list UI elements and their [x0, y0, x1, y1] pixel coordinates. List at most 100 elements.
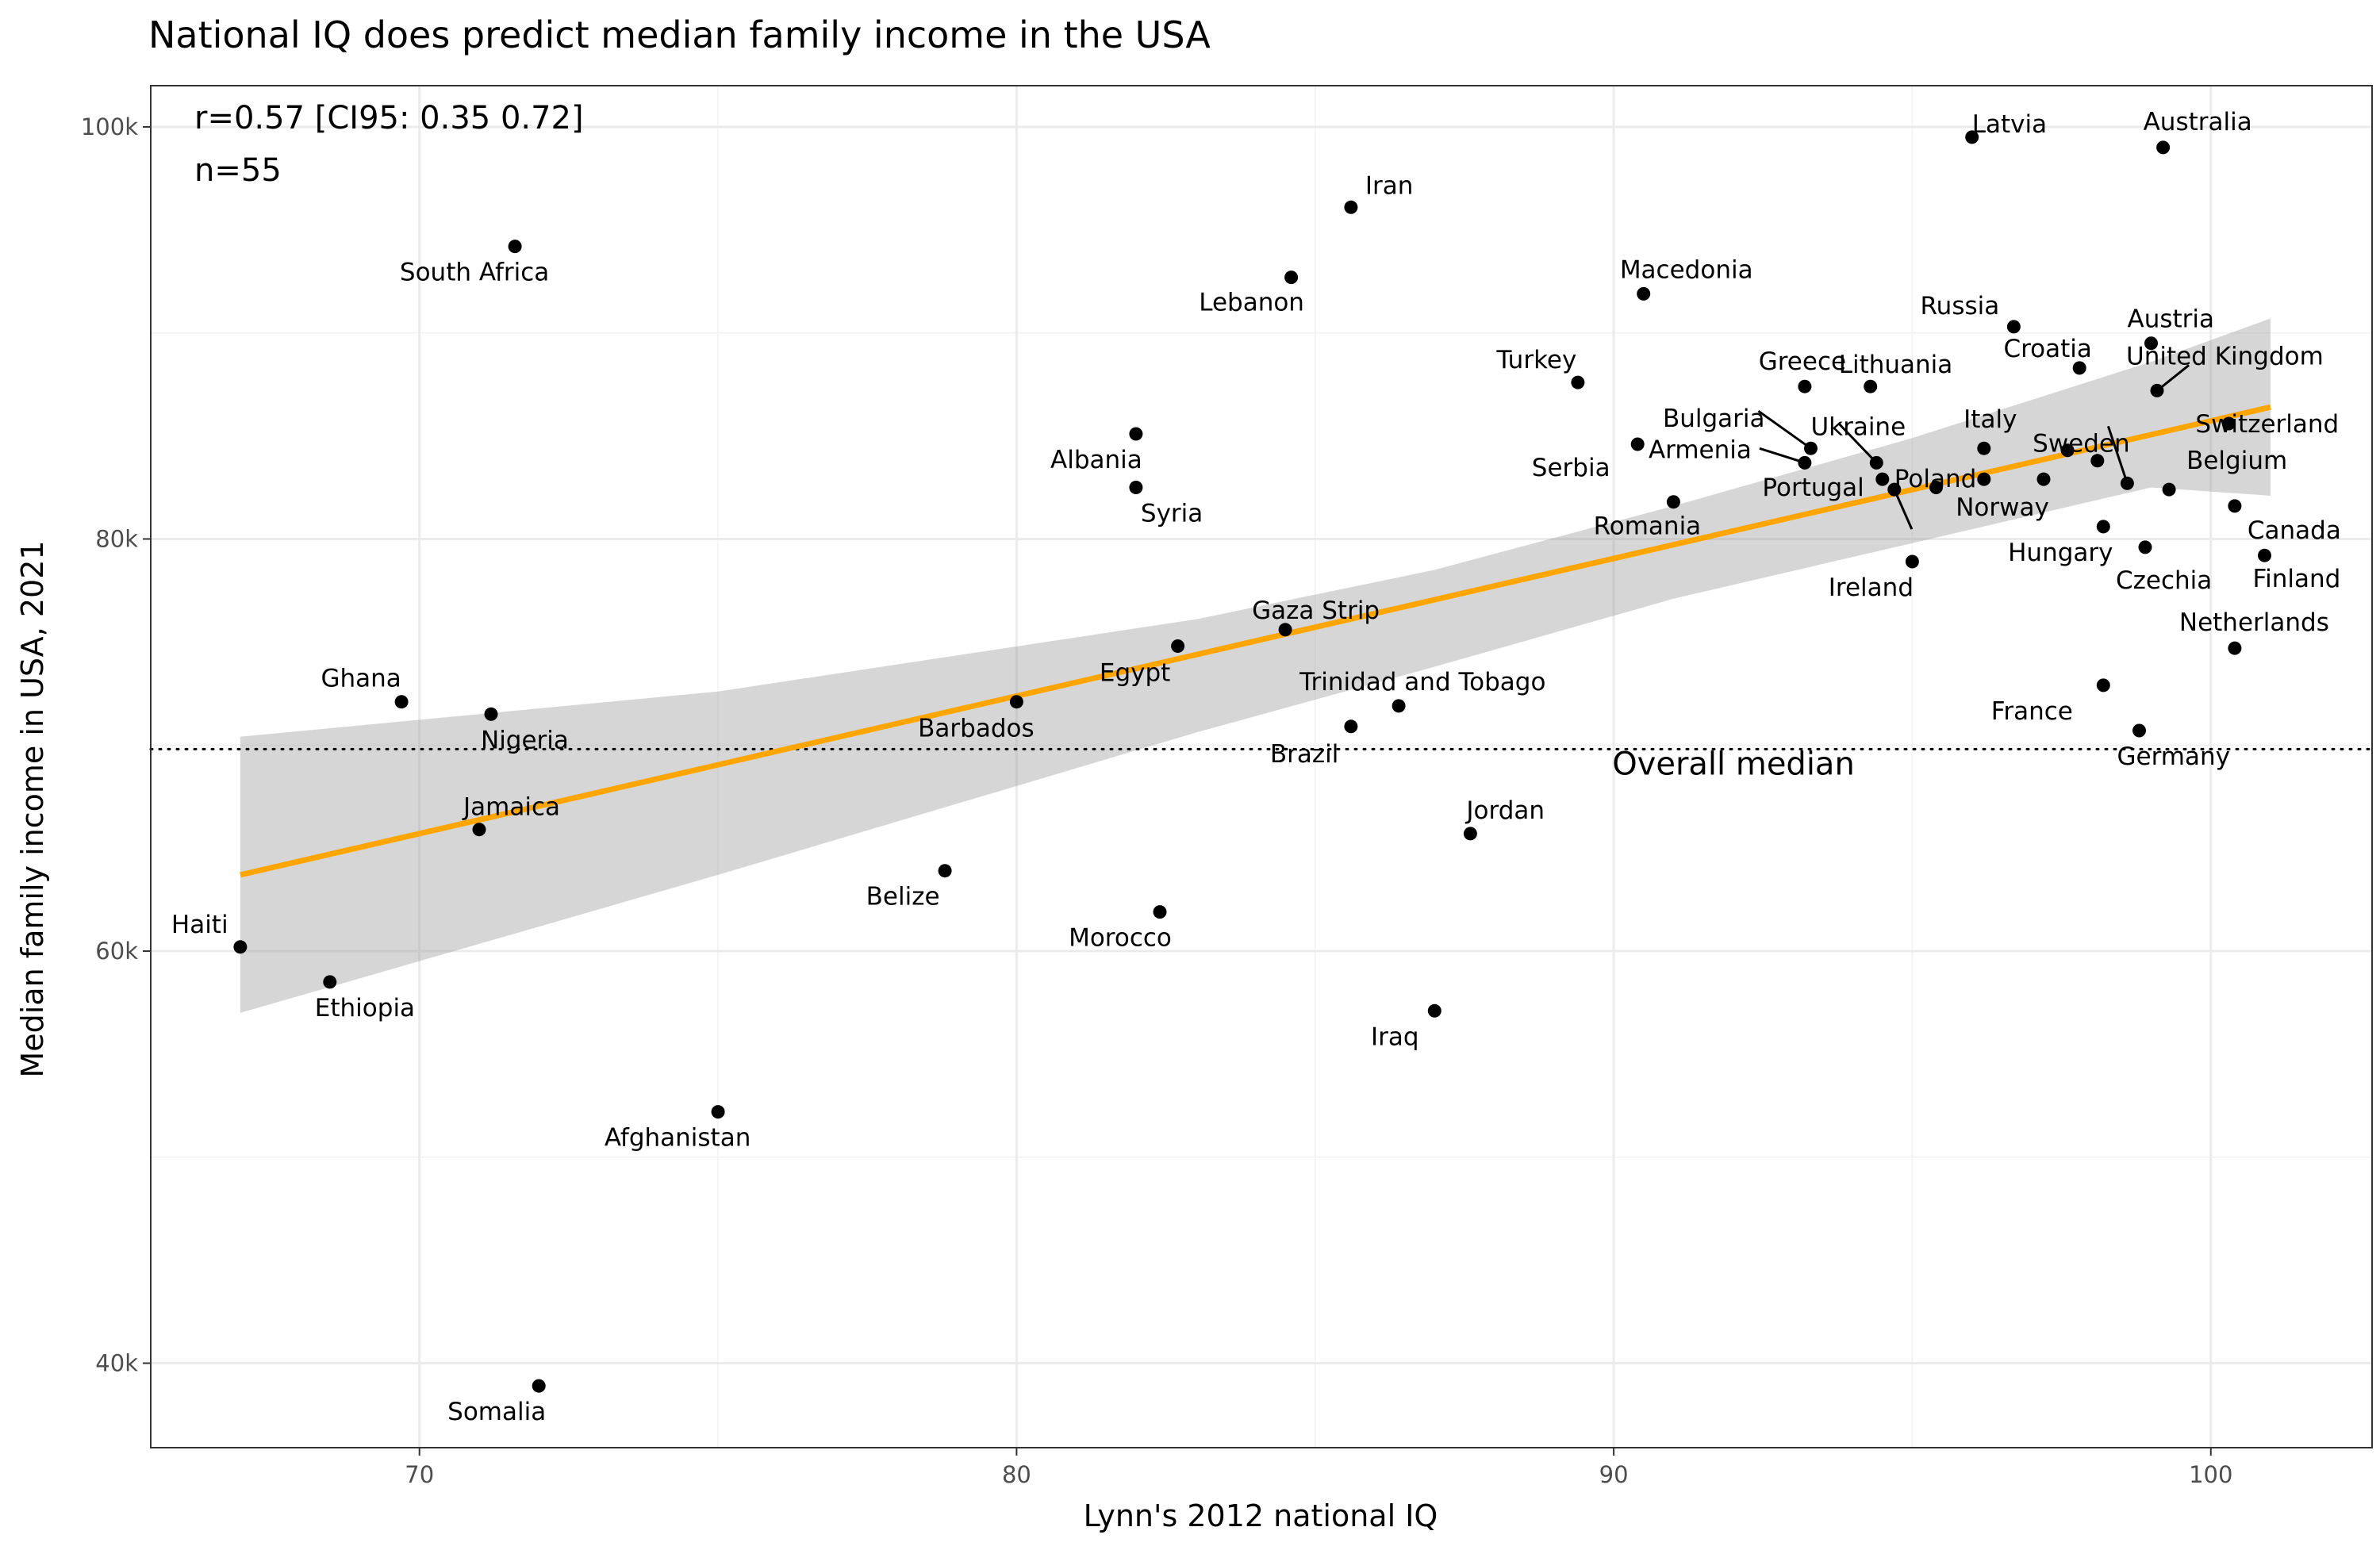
- y-tick-label: 80k: [95, 525, 138, 552]
- point-label-nigeria: Nigeria: [481, 726, 569, 754]
- point-labels: Latvia Australia Iran South Africa Lebanon Ma…: [171, 108, 2341, 1426]
- point-sweden: [2120, 476, 2134, 490]
- point-barbados: [1009, 695, 1023, 709]
- point-label-australia: Australia: [2144, 108, 2252, 136]
- point-brazil: [1344, 719, 1358, 734]
- point-unlabeled-3: [1929, 481, 1943, 494]
- point-italy: [1977, 441, 1991, 455]
- point-gaza-strip: [1278, 623, 1292, 637]
- major-gridlines: [151, 86, 2372, 1448]
- point-lebanon: [1284, 270, 1299, 285]
- point-label-south-africa: South Africa: [400, 259, 549, 287]
- point-morocco: [1153, 905, 1167, 919]
- point-serbia: [1630, 437, 1645, 451]
- point-ukraine: [1869, 455, 1883, 470]
- point-australia: [2156, 140, 2171, 155]
- point-label-romania: Romania: [1594, 512, 1702, 541]
- point-label-poland: Poland: [1894, 465, 1977, 493]
- point-label-russia: Russia: [1921, 292, 2000, 320]
- x-tick-label: 90: [1599, 1461, 1629, 1488]
- label-leader-lines: [1757, 364, 2190, 530]
- point-greece: [1798, 379, 1812, 393]
- x-axis-ticks: 70 80 90 100: [405, 1448, 2232, 1488]
- point-ireland: [1905, 554, 1919, 569]
- point-label-lithuania: Lithuania: [1839, 351, 1953, 379]
- point-label-bulgaria: Bulgaria: [1663, 405, 1765, 433]
- point-afghanistan: [711, 1105, 725, 1119]
- point-unlabeled-4: [1977, 472, 1991, 486]
- median-reference-label: Overall median: [1612, 746, 1855, 782]
- point-nigeria: [484, 707, 498, 721]
- point-jamaica: [472, 823, 486, 837]
- point-lithuania: [1864, 379, 1878, 393]
- point-netherlands: [2228, 641, 2242, 655]
- point-label-hungary: Hungary: [2008, 539, 2113, 567]
- sample-size-annotation: n=55: [194, 152, 282, 189]
- point-bulgaria: [1804, 441, 1818, 455]
- point-austria: [2144, 336, 2158, 351]
- point-armenia: [1798, 455, 1812, 470]
- point-canada: [2228, 499, 2242, 513]
- point-label-sweden: Sweden: [2033, 429, 2130, 458]
- point-iraq: [1427, 1003, 1441, 1018]
- chart-title: National IQ does predict median family i…: [148, 13, 1211, 56]
- point-label-germany: Germany: [2117, 742, 2230, 771]
- point-somalia: [532, 1379, 546, 1393]
- point-norway: [2036, 472, 2051, 486]
- confidence-band-area: [240, 318, 2271, 1013]
- y-tick-label: 100k: [81, 113, 138, 140]
- point-label-finland: Finland: [2253, 565, 2341, 593]
- leader-line-portugal: [1893, 489, 1914, 530]
- correlation-annotation: r=0.57 [CI95: 0.35 0.72]: [194, 100, 584, 136]
- point-belgium: [2162, 482, 2176, 497]
- point-label-jamaica: Jamaica: [462, 793, 560, 822]
- point-france: [2096, 678, 2110, 693]
- point-russia: [2006, 320, 2021, 334]
- point-macedonia: [1637, 286, 1651, 301]
- point-ghana: [394, 695, 409, 709]
- point-label-trinidad-and-tobago: Trinidad and Tobago: [1299, 668, 1545, 696]
- point-label-lebanon: Lebanon: [1199, 289, 1304, 317]
- point-label-belgium: Belgium: [2186, 447, 2287, 475]
- point-label-haiti: Haiti: [171, 911, 228, 939]
- point-croatia: [2072, 361, 2086, 375]
- x-tick-label: 80: [1002, 1461, 1031, 1488]
- point-label-netherlands: Netherlands: [2179, 608, 2329, 637]
- y-tick-label: 40k: [95, 1349, 138, 1376]
- point-label-ghana: Ghana: [321, 665, 401, 693]
- point-label-italy: Italy: [1964, 405, 2017, 434]
- point-switzerland: [2221, 416, 2236, 431]
- minor-gridlines: [151, 86, 2372, 1448]
- point-label-switzerland: Switzerland: [2195, 410, 2339, 439]
- point-label-afghanistan: Afghanistan: [605, 1124, 751, 1153]
- point-label-canada: Canada: [2248, 516, 2341, 545]
- point-label-ireland: Ireland: [1829, 574, 1914, 602]
- point-label-albania: Albania: [1050, 446, 1142, 474]
- point-label-barbados: Barbados: [918, 715, 1034, 743]
- point-albania: [1129, 427, 1143, 441]
- y-axis-title: Median family income in USA, 2021: [15, 540, 50, 1077]
- point-label-france: France: [1991, 697, 2073, 726]
- leader-line-ukraine: [1837, 422, 1878, 464]
- point-label-croatia: Croatia: [2003, 335, 2091, 363]
- point-unlabeled-2: [2090, 454, 2105, 468]
- x-tick-label: 100: [2189, 1461, 2232, 1488]
- point-germany: [2132, 723, 2146, 738]
- point-label-armenia: Armenia: [1649, 435, 1752, 464]
- data-points: [233, 130, 2271, 1393]
- point-label-iraq: Iraq: [1371, 1022, 1419, 1051]
- plot-panel-border: [150, 85, 2373, 1448]
- point-jordan: [1463, 827, 1477, 841]
- x-tick-label: 70: [405, 1461, 434, 1488]
- point-label-united-kingdom: United Kingdom: [2126, 342, 2324, 370]
- point-unlabeled-1: [2060, 443, 2075, 458]
- leader-line-armenia: [1759, 447, 1806, 464]
- point-label-syria: Syria: [1141, 500, 1203, 528]
- point-czechia: [2138, 540, 2152, 554]
- point-turkey: [1571, 375, 1585, 389]
- point-iran: [1344, 200, 1358, 214]
- point-finland: [2258, 548, 2271, 562]
- x-axis-title: Lynn's 2012 national IQ: [1084, 1498, 1438, 1533]
